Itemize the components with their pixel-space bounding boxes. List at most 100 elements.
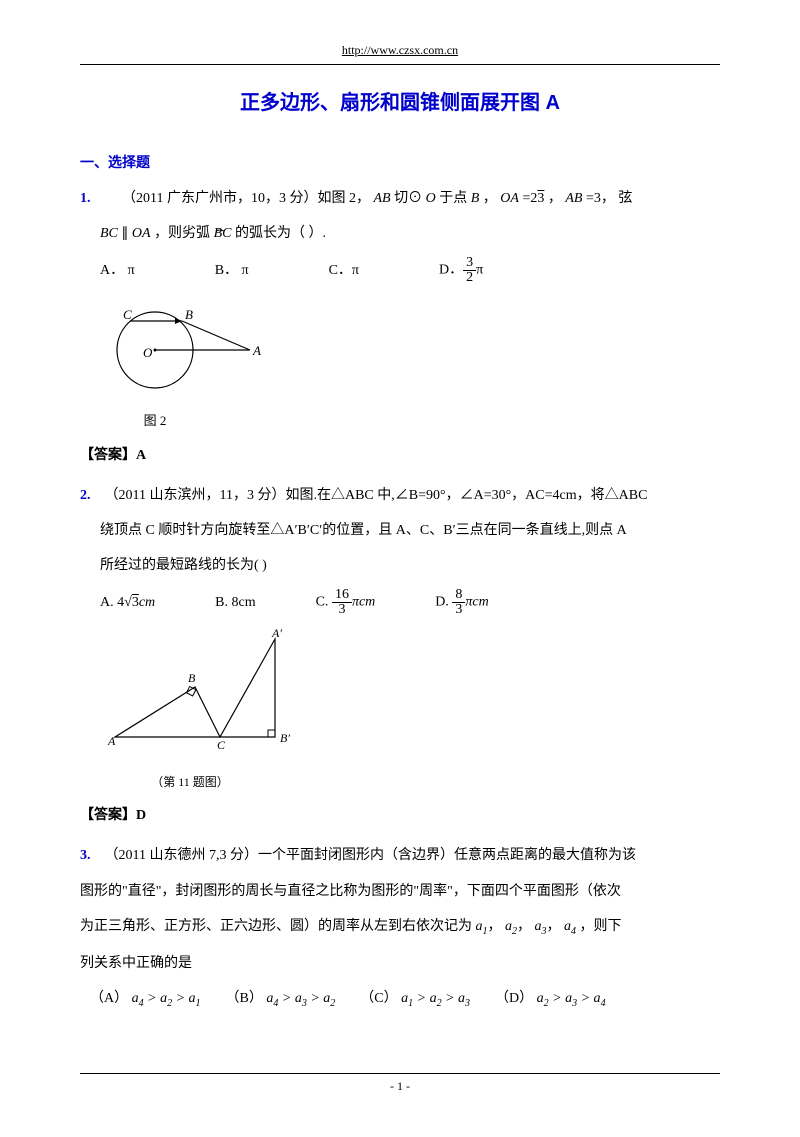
q3-l3a: 为正三角形、正方形、正六边形、圆）的周率从左到右依次记为 (80, 919, 472, 934)
q1-t9: ， (548, 191, 562, 206)
q1-t4: 于点 (439, 191, 471, 206)
q1-answer: 【答案】A (80, 443, 720, 468)
q3c-label: （C） (360, 991, 397, 1006)
q3-optA: （A） a4 > a2 > a1 (90, 986, 201, 1013)
q2d-post: πcm (465, 595, 488, 610)
svg-text:A′: A′ (271, 627, 282, 640)
q1-oa2: OA (132, 226, 151, 241)
q2c-pre: C. (316, 595, 332, 610)
q1-figure: C B O A 图 2 (100, 295, 720, 433)
q1-num: 1. (80, 191, 91, 206)
header-url: http://www.czsx.com.cn (80, 40, 720, 62)
q1-t11: =3， 弦 (586, 191, 632, 206)
q1-t6: ， (483, 191, 497, 206)
q3-l3b: ，则下 (580, 919, 622, 934)
q3-optD: （D） a2 > a3 > a4 (495, 986, 606, 1013)
q1-line2: BC ∥ OA ，则劣弧 ⌢BC 的弧长为（ ）. (80, 221, 720, 246)
q3-line3: 为正三角形、正方形、正六边形、圆）的周率从左到右依次记为 a1， a2， a3，… (80, 914, 720, 941)
q1-optC: C．π (329, 258, 359, 283)
q3b-label: （B） (226, 991, 263, 1006)
q3a-expr: a4 > a2 > a1 (132, 991, 201, 1006)
q2-text: 2. （2011 山东滨州，11，3 分）如图.在△ABC 中,∠B=90°，∠… (80, 483, 720, 508)
q2a-post: cm (139, 595, 155, 610)
q3-line4: 列关系中正确的是 (80, 951, 720, 976)
q1-o: O (426, 191, 436, 206)
q2-fig-caption: （第 11 题图） (100, 772, 280, 794)
q1-optB: B． π (215, 258, 249, 283)
q3-optB: （B） a4 > a3 > a2 (226, 986, 336, 1013)
q2d-pre: D. (435, 595, 452, 610)
svg-text:B: B (185, 307, 193, 322)
svg-text:C: C (123, 307, 132, 322)
svg-text:B: B (188, 671, 196, 685)
q1-t8: =2 (522, 191, 537, 206)
q3d-expr: a2 > a3 > a4 (537, 991, 606, 1006)
q2a-sqrt: √3 (124, 595, 139, 610)
q3-optC: （C） a1 > a2 > a3 (360, 986, 470, 1013)
svg-text:C: C (217, 738, 226, 752)
svg-text:O: O (143, 345, 153, 360)
page-title: 正多边形、扇形和圆锥侧面展开图 A (80, 85, 720, 121)
q1-b: B (471, 191, 480, 206)
q2-optB: B. 8cm (215, 590, 255, 615)
q1-optD: D．32π (439, 256, 483, 285)
q3d-label: （D） (495, 991, 533, 1006)
q2c-post: πcm (352, 595, 375, 610)
q1-bc: BC (100, 226, 118, 241)
q1-optA: A． π (100, 258, 135, 283)
frac-den: 3 (335, 603, 348, 617)
section-header: 一、选择题 (80, 151, 720, 176)
q3-a1: a1 (476, 919, 488, 934)
q2-optC: C. 163πcm (316, 588, 376, 617)
question-3: 3. （2011 山东德州 7,3 分）一个平面封闭图形内（含边界）任意两点距离… (80, 843, 720, 1012)
q1-sqrt: 3 (537, 191, 544, 206)
q3-text: 3. （2011 山东德州 7,3 分）一个平面封闭图形内（含边界）任意两点距离… (80, 843, 720, 868)
frac-den: 3 (452, 603, 465, 617)
svg-text:B′: B′ (280, 731, 290, 745)
question-2: 2. （2011 山东滨州，11，3 分）如图.在△ABC 中,∠B=90°，∠… (80, 483, 720, 829)
q1-fig-caption: 图 2 (100, 409, 210, 432)
q1-ab: AB (373, 191, 390, 206)
triangle-diagram: A B C A′ B′ (100, 627, 330, 757)
q2-options: A. 4√3cm B. 8cm C. 163πcm D. 83πcm (100, 588, 720, 617)
q3a-label: （A） (90, 991, 128, 1006)
q3-a3: a3 (535, 919, 547, 934)
frac-num: 8 (452, 588, 465, 603)
q2-optA: A. 4√3cm (100, 590, 155, 615)
svg-text:A: A (107, 734, 116, 748)
q2-source: （2011 山东滨州，11，3 分）如图.在△ABC 中,∠B=90°，∠A=3… (105, 488, 648, 503)
q1-par: ∥ (121, 226, 128, 241)
page-number: - 1 - (390, 1079, 410, 1093)
svg-text:A: A (252, 343, 261, 358)
q3-a2: a2 (505, 919, 517, 934)
q3-num: 3. (80, 848, 91, 863)
q1-options: A． π B． π C．π D．32π (100, 256, 720, 285)
q3-a4: a4 (564, 919, 576, 934)
header-divider (80, 64, 720, 65)
q1-source: （2011 广东广州市，10，3 分）如图 2， (122, 191, 370, 206)
q2-num: 2. (80, 488, 91, 503)
q1-l2f: 的弧长为（ ）. (235, 226, 326, 241)
q1-optD-post: π (476, 263, 483, 278)
question-1: 1. （2011 广东广州市，10，3 分）如图 2， AB 切⊙ O 于点 B… (80, 186, 720, 468)
q1-ab2: AB (565, 191, 582, 206)
q2-optD: D. 83πcm (435, 588, 488, 617)
q1-l2d: ，则劣弧 (154, 226, 210, 241)
q3b-expr: a4 > a3 > a2 (266, 991, 335, 1006)
c1: ， (488, 919, 502, 934)
q2a-pre: A. 4 (100, 595, 124, 610)
q1-text: 1. （2011 广东广州市，10，3 分）如图 2， AB 切⊙ O 于点 B… (80, 186, 720, 211)
q1-oa: OA (500, 191, 519, 206)
page-footer: - 1 - (80, 1073, 720, 1098)
frac-num: 16 (332, 588, 352, 603)
q2c-frac: 163 (332, 588, 352, 617)
q1-optD-frac: 32 (463, 256, 476, 285)
c2: ， (517, 919, 531, 934)
frac-num: 3 (463, 256, 476, 271)
q3-source: （2011 山东德州 7,3 分）一个平面封闭图形内（含边界）任意两点距离的最大… (105, 848, 636, 863)
q2-line3: 所经过的最短路线的长为( ) (80, 553, 720, 578)
circle-diagram: C B O A (100, 295, 270, 395)
q2d-frac: 83 (452, 588, 465, 617)
q2-answer: 【答案】D (80, 803, 720, 828)
q3-line2: 图形的"直径"，封闭图形的周长与直径之比称为图形的"周率"，下面四个平面图形（依… (80, 879, 720, 904)
